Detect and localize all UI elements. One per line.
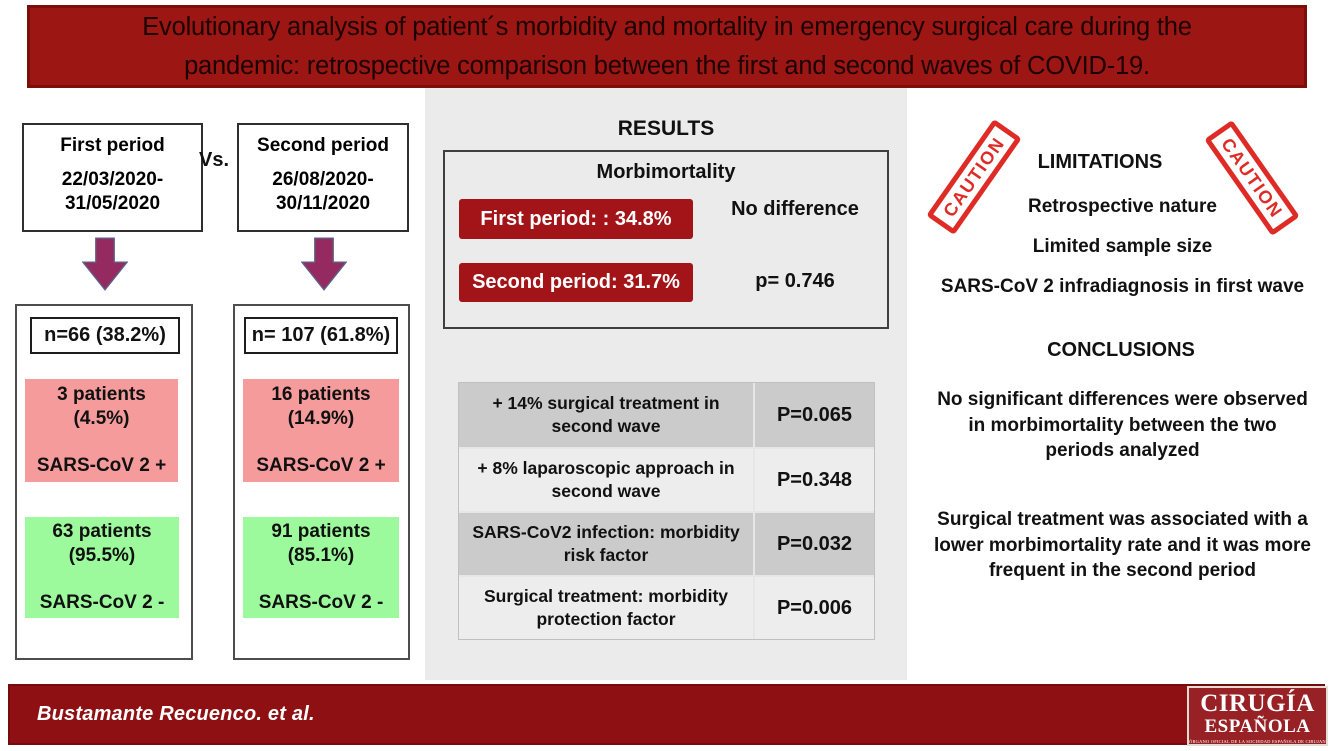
first-period-title: First period (60, 135, 165, 156)
cirugia-espanola-logo: CIRUGÍA ESPAÑOLA ÓRGANO OFICIAL DE LA SO… (1187, 686, 1328, 746)
first-sars-negative-box: 63 patients (95.5%) SARS-CoV 2 - (25, 517, 179, 618)
morbimortality-title: Morbimortality (596, 161, 736, 183)
journal-name-line1: CIRUGÍA (1200, 690, 1315, 717)
first-sars-positive-box: 3 patients (4.5%) SARS-CoV 2 + (25, 379, 178, 482)
second-sars-positive-box: 16 patients (14.9%) SARS-CoV 2 + (243, 379, 399, 482)
conclusion-paragraph: No significant differences were observed… (937, 389, 1308, 462)
p-value-cell: P=0.348 (776, 468, 853, 491)
table-row: + 14% surgical treatment in second wave … (459, 383, 874, 447)
limitation-item: Limited sample size (1032, 236, 1213, 257)
table-row: Surgical treatment: morbidity protection… (459, 575, 874, 639)
title-banner: Evolutionary analysis of patient´s morbi… (27, 5, 1307, 88)
difference-note: No difference (731, 198, 859, 220)
second-cohort-n: n= 107 (61.8%) (244, 317, 398, 354)
second-sars-negative-box: 91 patients (85.1%) SARS-CoV 2 - (243, 517, 399, 618)
finding-cell: Surgical treatment: morbidity protection… (459, 577, 755, 639)
footer-bar: Bustamante Recuenco. et al. (8, 684, 1325, 745)
table-row: SARS-CoV2 infection: morbidity risk fact… (459, 511, 874, 575)
p-value-cell: P=0.032 (776, 532, 853, 555)
down-arrow-icon (301, 237, 347, 291)
table-row: + 8% laparoscopic approach in second wav… (459, 447, 874, 511)
first-period-rate-pill: First period: : 34.8% (459, 199, 693, 239)
results-heading: RESULTS (617, 117, 715, 140)
morbimortality-p-value: p= 0.746 (755, 270, 835, 292)
finding-cell: + 8% laparoscopic approach in second wav… (459, 449, 755, 511)
vs-label: Vs. (198, 149, 230, 171)
second-period-rate-pill: Second period: 31.7% (459, 263, 693, 302)
first-period-box: First period 22/03/2020- 31/05/2020 (22, 123, 203, 232)
results-table: + 14% surgical treatment in second wave … (458, 382, 875, 640)
finding-cell: SARS-CoV2 infection: morbidity risk fact… (459, 513, 755, 575)
journal-name-line2: ESPAÑOLA (1204, 716, 1311, 738)
first-period-dates: 22/03/2020- 31/05/2020 (61, 168, 164, 215)
down-arrow-icon (82, 237, 128, 291)
limitation-item: SARS-CoV 2 infradiagnosis in first wave (940, 276, 1305, 297)
second-period-box: Second period 26/08/2020- 30/11/2020 (237, 123, 409, 232)
finding-cell: + 14% surgical treatment in second wave (459, 383, 755, 447)
p-value-cell: P=0.006 (776, 596, 853, 619)
second-period-title: Second period (257, 135, 389, 156)
morbimortality-box: Morbimortality First period: : 34.8% Sec… (443, 150, 889, 329)
journal-tagline: ÓRGANO OFICIAL DE LA SOCIEDAD ESPAÑOLA D… (1189, 739, 1326, 745)
p-value-cell: P=0.065 (776, 403, 853, 426)
conclusion-paragraph: Surgical treatment was associated with a… (934, 509, 1311, 582)
second-period-dates: 26/08/2020- 30/11/2020 (272, 168, 374, 215)
caution-stamp-icon: CAUTION (1204, 119, 1300, 237)
conclusions-heading: CONCLUSIONS (1047, 339, 1195, 361)
first-cohort-n: n=66 (38.2%) (30, 317, 180, 354)
page-title: Evolutionary analysis of patient´s morbi… (142, 13, 1192, 80)
limitations-heading: LIMITATIONS (1037, 151, 1163, 173)
authors-citation: Bustamante Recuenco. et al. (37, 703, 315, 725)
limitation-item: Retrospective nature (1027, 196, 1217, 217)
